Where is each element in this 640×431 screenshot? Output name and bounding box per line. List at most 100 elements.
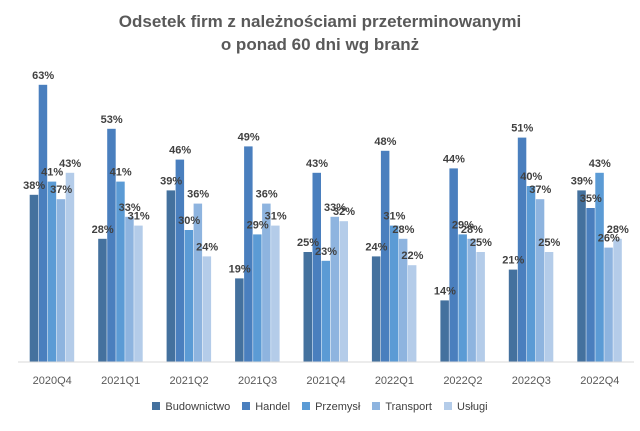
legend-label: Usługi (457, 401, 488, 413)
bar-2021Q1-Usługi (134, 225, 143, 362)
legend-label: Przemysł (315, 401, 361, 413)
data-label-2021Q1-Budownictwo: 28% (92, 224, 114, 236)
bar-2022Q3-Budownictwo (508, 269, 518, 362)
legend-item-Transport: Transport (372, 401, 432, 413)
bar-2021Q4-Usługi (339, 221, 348, 362)
bar-2021Q3-Handel (244, 146, 253, 362)
legend-label: Handel (255, 401, 291, 413)
data-label-2022Q3-Budownictwo: 21% (502, 255, 524, 267)
legend-swatch (444, 402, 452, 410)
data-label-2020Q4-Transport: 37% (50, 184, 72, 196)
bar-2021Q2-Przemysł (184, 230, 194, 362)
bar-2021Q1-Przemysł (116, 181, 125, 362)
legend-label: Budownictwo (165, 401, 231, 413)
data-label-2021Q3-Transport: 36% (256, 189, 278, 201)
legend-swatch (152, 402, 161, 410)
bar-2020Q4-Handel (38, 84, 48, 363)
legend: Budownictwo Handel Przemysł Transport Usługi (0, 401, 640, 413)
data-label-2022Q4-Handel: 35% (580, 193, 602, 205)
data-label-2022Q1-Budownictwo: 24% (365, 241, 387, 253)
data-label-2021Q2-Usługi: 24% (196, 241, 218, 253)
data-label-2021Q1-Transport: 33% (119, 202, 141, 214)
legend-label: Transport (385, 401, 432, 413)
bar-2022Q1-Usługi (407, 265, 417, 362)
legend-swatch (372, 402, 381, 410)
bar-2022Q4-Budownictwo (577, 190, 586, 362)
bar-2020Q4-Budownictwo (29, 194, 39, 362)
bar-2022Q3-Handel (517, 137, 527, 362)
data-label-2020Q4-Przemysł: 41% (41, 167, 63, 179)
data-label-2022Q1-Transport: 28% (392, 224, 414, 236)
legend-item-Przemysł: Przemysł (302, 401, 360, 413)
bar-2022Q2-Usługi (476, 252, 485, 362)
chart-title-line-2: o ponad 60 dni wg branż (220, 35, 420, 54)
data-label-2021Q1-Usługi: 31% (128, 211, 150, 223)
bar-2021Q2-Budownictwo (166, 190, 176, 362)
bar-2022Q4-Handel (586, 208, 595, 362)
x-tick-label: 2021Q1 (101, 375, 140, 387)
bar-2022Q2-Budownictwo (440, 300, 449, 362)
data-label-2022Q1-Handel: 48% (374, 136, 396, 148)
x-tick-labels-layer: 2020Q4 2021Q1 2021Q2 2021Q3 2021Q4 2022Q1 2022… (33, 375, 620, 387)
bar-2021Q2-Transport (193, 203, 203, 362)
bar-2021Q4-Budownictwo (303, 252, 312, 362)
data-label-2022Q2-Budownictwo: 14% (434, 285, 456, 297)
legend-swatch (302, 402, 311, 410)
x-tick-label: 2020Q4 (33, 375, 72, 387)
data-label-2020Q4-Usługi: 43% (59, 158, 81, 170)
data-label-2022Q3-Transport: 37% (529, 184, 551, 196)
x-tick-label: 2022Q3 (512, 375, 551, 387)
data-label-2022Q1-Przemysł: 31% (383, 211, 405, 223)
bar-2021Q1-Budownictwo (98, 238, 107, 362)
data-label-2022Q4-Budownictwo: 39% (571, 175, 593, 187)
data-label-2022Q4-Przemysł: 43% (589, 158, 611, 170)
data-label-2022Q2-Usługi: 25% (470, 237, 492, 249)
bar-2022Q1-Handel (380, 150, 390, 362)
bar-2021Q4-Transport (330, 216, 339, 362)
x-tick-label: 2021Q3 (238, 375, 277, 387)
bar-2021Q3-Transport (262, 203, 271, 362)
data-labels-layer: 38%63%41%37%43%28%53%41%33%31%39%46%30%3… (23, 70, 629, 298)
legend-item-Budownictwo: Budownictwo (152, 401, 230, 413)
bar-2020Q4-Transport (56, 199, 66, 362)
bar-2021Q4-Handel (312, 172, 321, 362)
data-label-2022Q2-Transport: 28% (461, 224, 483, 236)
data-label-2021Q3-Handel: 49% (238, 131, 260, 143)
data-label-2021Q2-Handel: 46% (169, 145, 191, 157)
data-label-2021Q4-Handel: 43% (306, 158, 328, 170)
data-label-2021Q2-Transport: 36% (187, 189, 209, 201)
data-label-2021Q3-Budownictwo: 19% (229, 263, 251, 275)
bar-2022Q4-Przemysł (595, 172, 604, 362)
data-label-2022Q4-Transport: 26% (598, 233, 620, 245)
bar-2021Q3-Budownictwo (235, 278, 244, 362)
bar-2021Q2-Handel (175, 159, 185, 362)
legend-item-Handel: Handel (242, 401, 290, 413)
bar-2022Q3-Transport (535, 199, 545, 362)
bar-2022Q3-Usługi (544, 252, 554, 362)
data-label-2020Q4-Handel: 63% (32, 70, 54, 82)
bar-2021Q1-Transport (125, 216, 134, 362)
data-label-2022Q1-Usługi: 22% (401, 250, 423, 262)
legend-swatch (242, 402, 251, 410)
bar-2021Q3-Usługi (271, 225, 280, 362)
data-label-2021Q4-Przemysł: 23% (315, 246, 337, 258)
data-label-2022Q3-Usługi: 25% (538, 237, 560, 249)
bar-2021Q3-Przemysł (253, 234, 262, 362)
x-tick-label: 2021Q4 (306, 375, 345, 387)
bar-2021Q2-Usługi (202, 256, 212, 362)
data-label-2021Q3-Przemysł: 29% (247, 219, 269, 231)
bars-layer (29, 84, 622, 363)
data-label-2022Q3-Przemysł: 40% (520, 171, 542, 183)
legend-item-Usługi: Usługi (444, 401, 488, 413)
data-label-2022Q2-Przemysł: 29% (452, 219, 474, 231)
bar-2022Q1-Przemysł (389, 225, 399, 362)
bar-2021Q1-Handel (107, 128, 116, 362)
data-label-2022Q2-Handel: 44% (443, 153, 465, 165)
data-label-2022Q4-Usługi: 28% (607, 224, 629, 236)
data-label-2021Q4-Usługi: 32% (333, 206, 355, 218)
data-label-2022Q3-Handel: 51% (511, 123, 533, 135)
bar-2022Q1-Transport (398, 238, 408, 362)
data-label-2021Q1-Przemysł: 41% (110, 167, 132, 179)
bar-2022Q1-Budownictwo (371, 256, 381, 362)
